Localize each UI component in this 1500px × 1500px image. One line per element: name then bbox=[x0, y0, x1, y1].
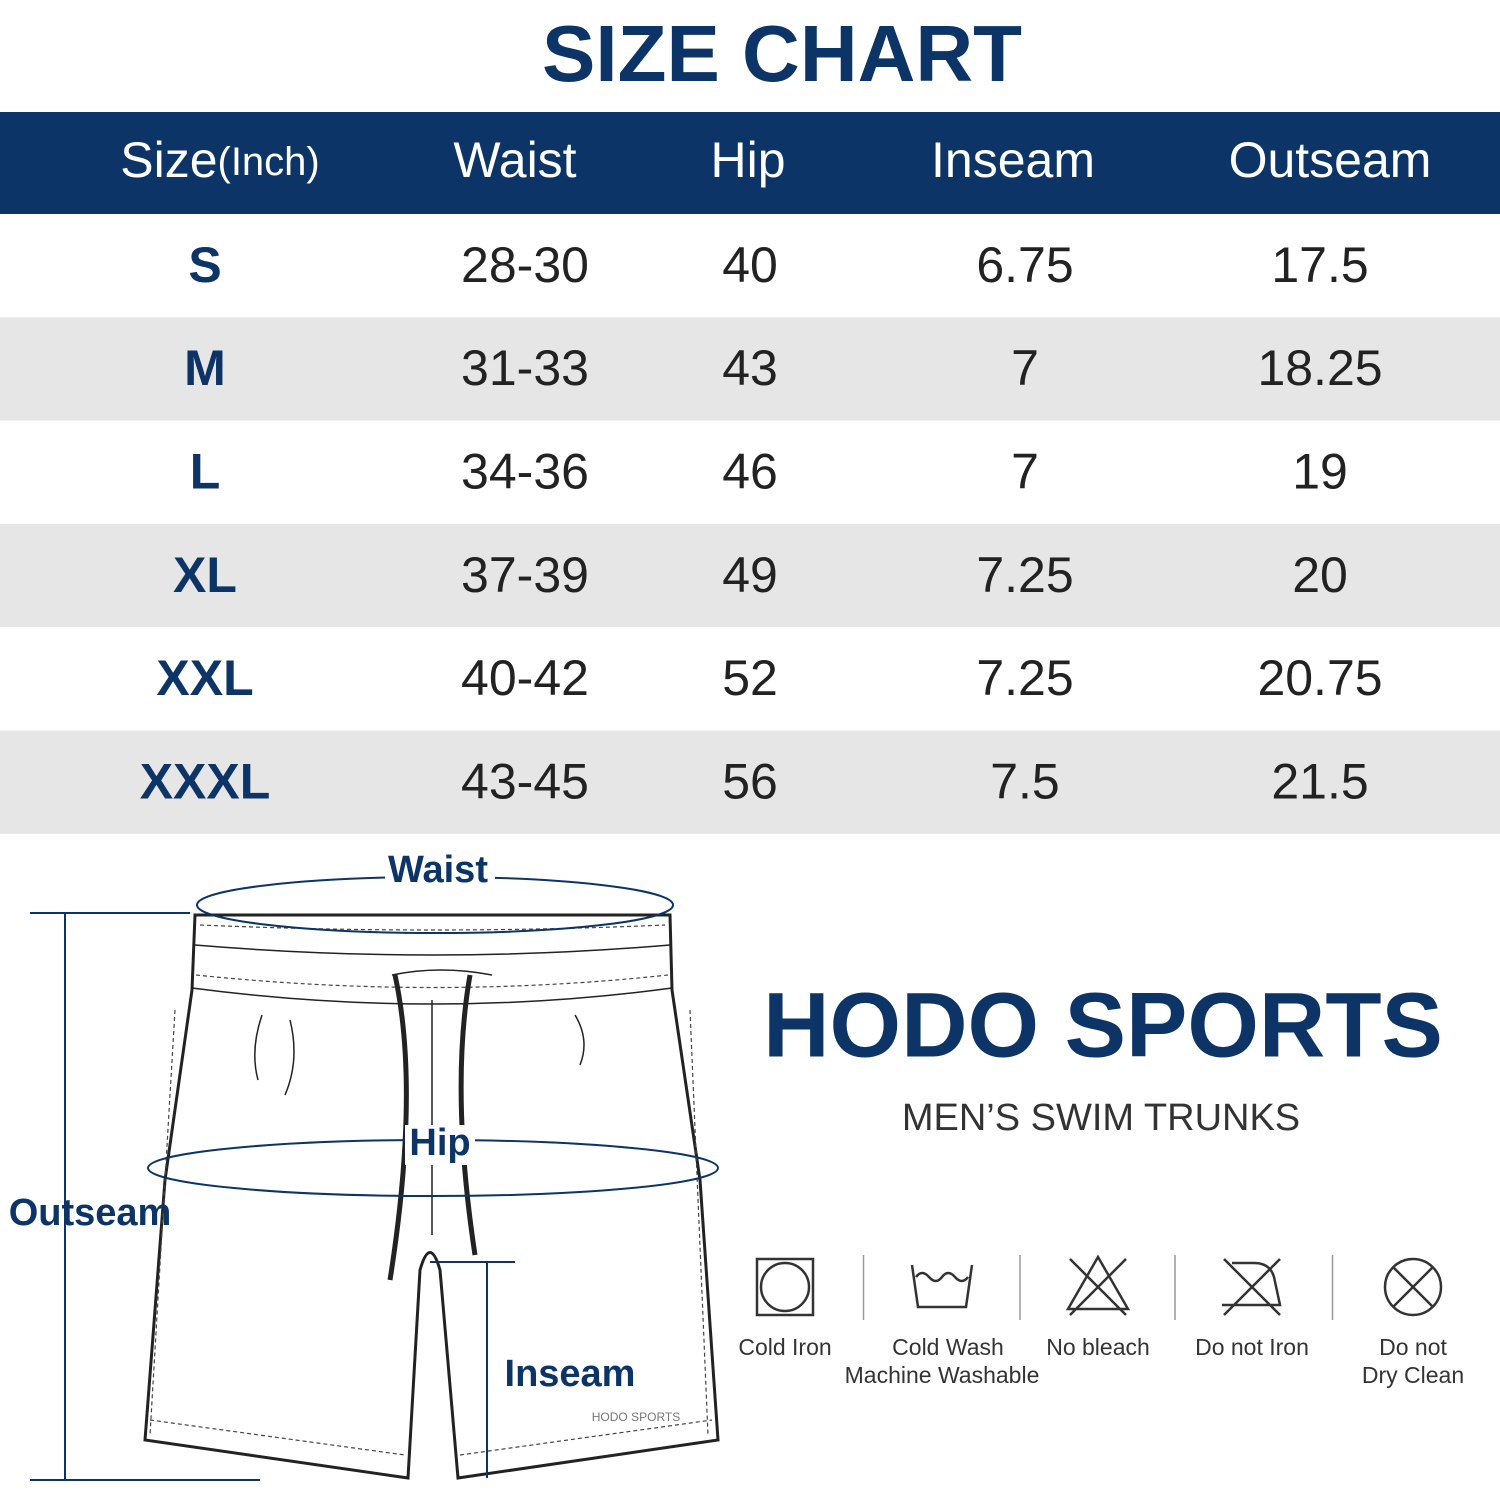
care-icon bbox=[1383, 1257, 1443, 1317]
table-cell: 7.25 bbox=[976, 547, 1073, 603]
table-cell: 43 bbox=[722, 340, 778, 396]
watermark: HODO SPORTS bbox=[592, 1410, 680, 1424]
table-cell: 40 bbox=[722, 237, 778, 293]
table-cell: 20.75 bbox=[1257, 650, 1382, 706]
size-cell: L bbox=[190, 443, 221, 499]
care-icon bbox=[1222, 1258, 1282, 1316]
inseam-label: Inseam bbox=[505, 1353, 636, 1395]
table-row bbox=[0, 214, 1500, 318]
brand-name: HODO SPORTS bbox=[763, 974, 1443, 1076]
header-size: Size(Inch) bbox=[120, 132, 320, 188]
table-cell: 56 bbox=[722, 753, 778, 809]
waist-label: Waist bbox=[388, 849, 488, 891]
table-cell: 6.75 bbox=[976, 237, 1073, 293]
header-size-label: Size bbox=[120, 132, 217, 188]
care-icon bbox=[755, 1257, 815, 1317]
outseam-label: Outseam bbox=[9, 1192, 172, 1234]
table-cell: 37-39 bbox=[461, 547, 589, 603]
header-cell: Waist bbox=[453, 132, 576, 188]
table-cell: 17.5 bbox=[1271, 237, 1368, 293]
table-cell: 28-30 bbox=[461, 237, 589, 293]
table-row bbox=[0, 420, 1500, 524]
care-label: Dry Clean bbox=[1362, 1362, 1464, 1388]
table-cell: 19 bbox=[1292, 443, 1348, 499]
table-cell: 40-42 bbox=[461, 650, 589, 706]
table-header-band bbox=[0, 112, 1500, 214]
table-cell: 7.5 bbox=[990, 753, 1060, 809]
table-cell: 7 bbox=[1011, 340, 1039, 396]
table-cell: 34-36 bbox=[461, 443, 589, 499]
header-cell: Outseam bbox=[1229, 132, 1432, 188]
header-cell: Inseam bbox=[931, 132, 1095, 188]
table-cell: 52 bbox=[722, 650, 778, 706]
care-label: Do not bbox=[1379, 1334, 1447, 1360]
table-cell: 43-45 bbox=[461, 753, 589, 809]
care-icon bbox=[1065, 1254, 1131, 1316]
size-cell: M bbox=[184, 340, 226, 396]
table-cell: 18.25 bbox=[1257, 340, 1382, 396]
care-label: Machine Washable bbox=[845, 1362, 1040, 1388]
table-row bbox=[0, 523, 1500, 628]
hip-label-bg bbox=[405, 1125, 475, 1165]
size-cell: XXXL bbox=[140, 753, 271, 809]
table-cell: 31-33 bbox=[461, 340, 589, 396]
care-icon bbox=[910, 1264, 974, 1309]
header-cell: Hip bbox=[710, 132, 785, 188]
size-cell: XXL bbox=[156, 650, 253, 706]
size-cell: XL bbox=[173, 547, 237, 603]
brand-subtitle: MEN’S SWIM TRUNKS bbox=[902, 1097, 1300, 1139]
table-row bbox=[0, 317, 1500, 421]
table-body: S 28-30 40 6.75 17.5 M 31-33 43 7 18.25 L 34-36 46 7 1… bbox=[0, 214, 1500, 834]
table-cell: 21.5 bbox=[1271, 753, 1368, 809]
table-cell: 20 bbox=[1292, 547, 1348, 603]
care-label: No bleach bbox=[1046, 1334, 1150, 1360]
table-cell: 7.25 bbox=[976, 650, 1073, 706]
table-cell: 7 bbox=[1011, 443, 1039, 499]
care-label: Cold Wash bbox=[892, 1334, 1004, 1360]
hip-label: Hip bbox=[409, 1122, 470, 1164]
header-size-unit: (Inch) bbox=[218, 140, 320, 184]
care-label: Do not Iron bbox=[1195, 1334, 1309, 1360]
size-cell: S bbox=[188, 237, 221, 293]
care-label: Cold Iron bbox=[738, 1334, 831, 1360]
waist-label-bg bbox=[385, 850, 495, 894]
table-row bbox=[0, 627, 1500, 731]
title: SIZE CHART bbox=[542, 9, 1022, 98]
table-cell: 46 bbox=[722, 443, 778, 499]
table-row bbox=[0, 730, 1500, 834]
table-cell: 49 bbox=[722, 547, 778, 603]
